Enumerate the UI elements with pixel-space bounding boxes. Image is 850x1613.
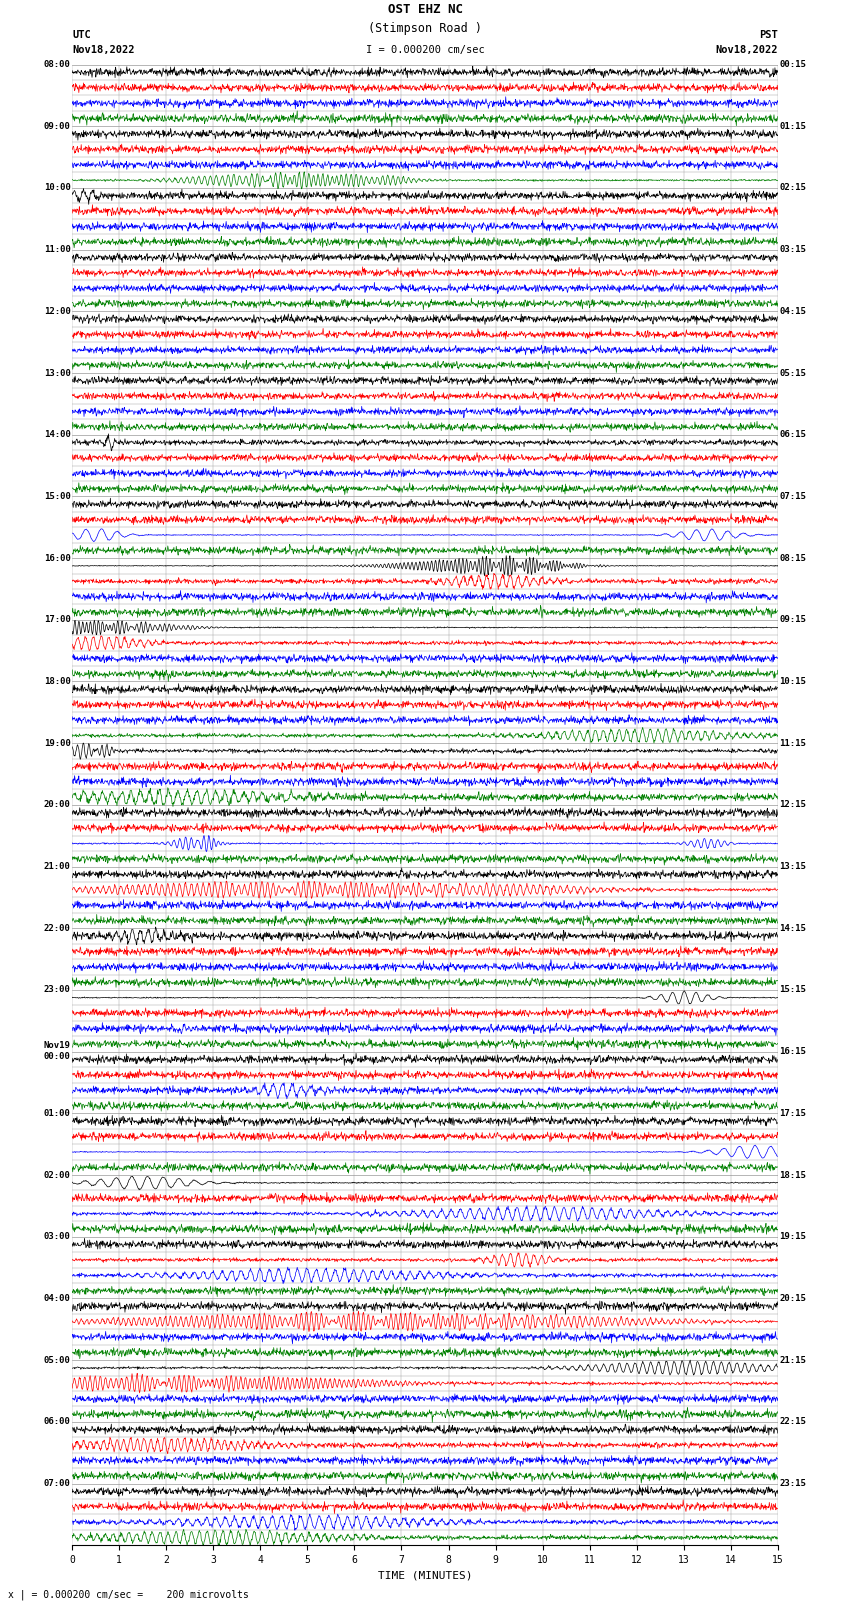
Text: 08:15: 08:15 (779, 553, 807, 563)
Text: UTC: UTC (72, 31, 91, 40)
Text: 14:00: 14:00 (43, 431, 71, 439)
Text: 00:00: 00:00 (43, 1052, 71, 1061)
Text: 22:00: 22:00 (43, 924, 71, 932)
Text: 21:15: 21:15 (779, 1355, 807, 1365)
Text: 20:00: 20:00 (43, 800, 71, 810)
Text: 07:00: 07:00 (43, 1479, 71, 1489)
Text: 12:15: 12:15 (779, 800, 807, 810)
Text: 00:15: 00:15 (779, 60, 807, 69)
Text: 04:00: 04:00 (43, 1294, 71, 1303)
Text: 19:15: 19:15 (779, 1232, 807, 1242)
Text: OST EHZ NC: OST EHZ NC (388, 3, 462, 16)
Text: 05:15: 05:15 (779, 368, 807, 377)
Text: 08:00: 08:00 (43, 60, 71, 69)
Text: 07:15: 07:15 (779, 492, 807, 502)
Text: I = 0.000200 cm/sec: I = 0.000200 cm/sec (366, 45, 484, 55)
Text: 01:00: 01:00 (43, 1108, 71, 1118)
Text: Nov19: Nov19 (43, 1040, 71, 1050)
Text: 11:15: 11:15 (779, 739, 807, 748)
Text: 17:00: 17:00 (43, 615, 71, 624)
Text: 19:00: 19:00 (43, 739, 71, 748)
Text: 18:15: 18:15 (779, 1171, 807, 1179)
Text: 16:00: 16:00 (43, 553, 71, 563)
Text: 23:15: 23:15 (779, 1479, 807, 1489)
Text: 17:15: 17:15 (779, 1108, 807, 1118)
Text: 02:15: 02:15 (779, 184, 807, 192)
Text: (Stimpson Road ): (Stimpson Road ) (368, 23, 482, 35)
Text: 13:00: 13:00 (43, 368, 71, 377)
Text: Nov18,2022: Nov18,2022 (715, 45, 778, 55)
Text: 18:00: 18:00 (43, 677, 71, 686)
Text: 09:15: 09:15 (779, 615, 807, 624)
Text: 03:00: 03:00 (43, 1232, 71, 1242)
Text: 09:00: 09:00 (43, 121, 71, 131)
Text: 11:00: 11:00 (43, 245, 71, 255)
Text: 16:15: 16:15 (779, 1047, 807, 1057)
Text: 22:15: 22:15 (779, 1418, 807, 1426)
Text: 15:15: 15:15 (779, 986, 807, 995)
Text: 04:15: 04:15 (779, 306, 807, 316)
Text: 06:00: 06:00 (43, 1418, 71, 1426)
Text: 03:15: 03:15 (779, 245, 807, 255)
Text: 02:00: 02:00 (43, 1171, 71, 1179)
Text: 15:00: 15:00 (43, 492, 71, 502)
Text: Nov18,2022: Nov18,2022 (72, 45, 135, 55)
Text: 10:15: 10:15 (779, 677, 807, 686)
Text: 23:00: 23:00 (43, 986, 71, 995)
Text: 10:00: 10:00 (43, 184, 71, 192)
Text: PST: PST (759, 31, 778, 40)
Text: 06:15: 06:15 (779, 431, 807, 439)
X-axis label: TIME (MINUTES): TIME (MINUTES) (377, 1571, 473, 1581)
Text: 20:15: 20:15 (779, 1294, 807, 1303)
Text: x | = 0.000200 cm/sec =    200 microvolts: x | = 0.000200 cm/sec = 200 microvolts (8, 1589, 249, 1600)
Text: 21:00: 21:00 (43, 861, 71, 871)
Text: 12:00: 12:00 (43, 306, 71, 316)
Text: 14:15: 14:15 (779, 924, 807, 932)
Text: 01:15: 01:15 (779, 121, 807, 131)
Text: 05:00: 05:00 (43, 1355, 71, 1365)
Text: 13:15: 13:15 (779, 861, 807, 871)
